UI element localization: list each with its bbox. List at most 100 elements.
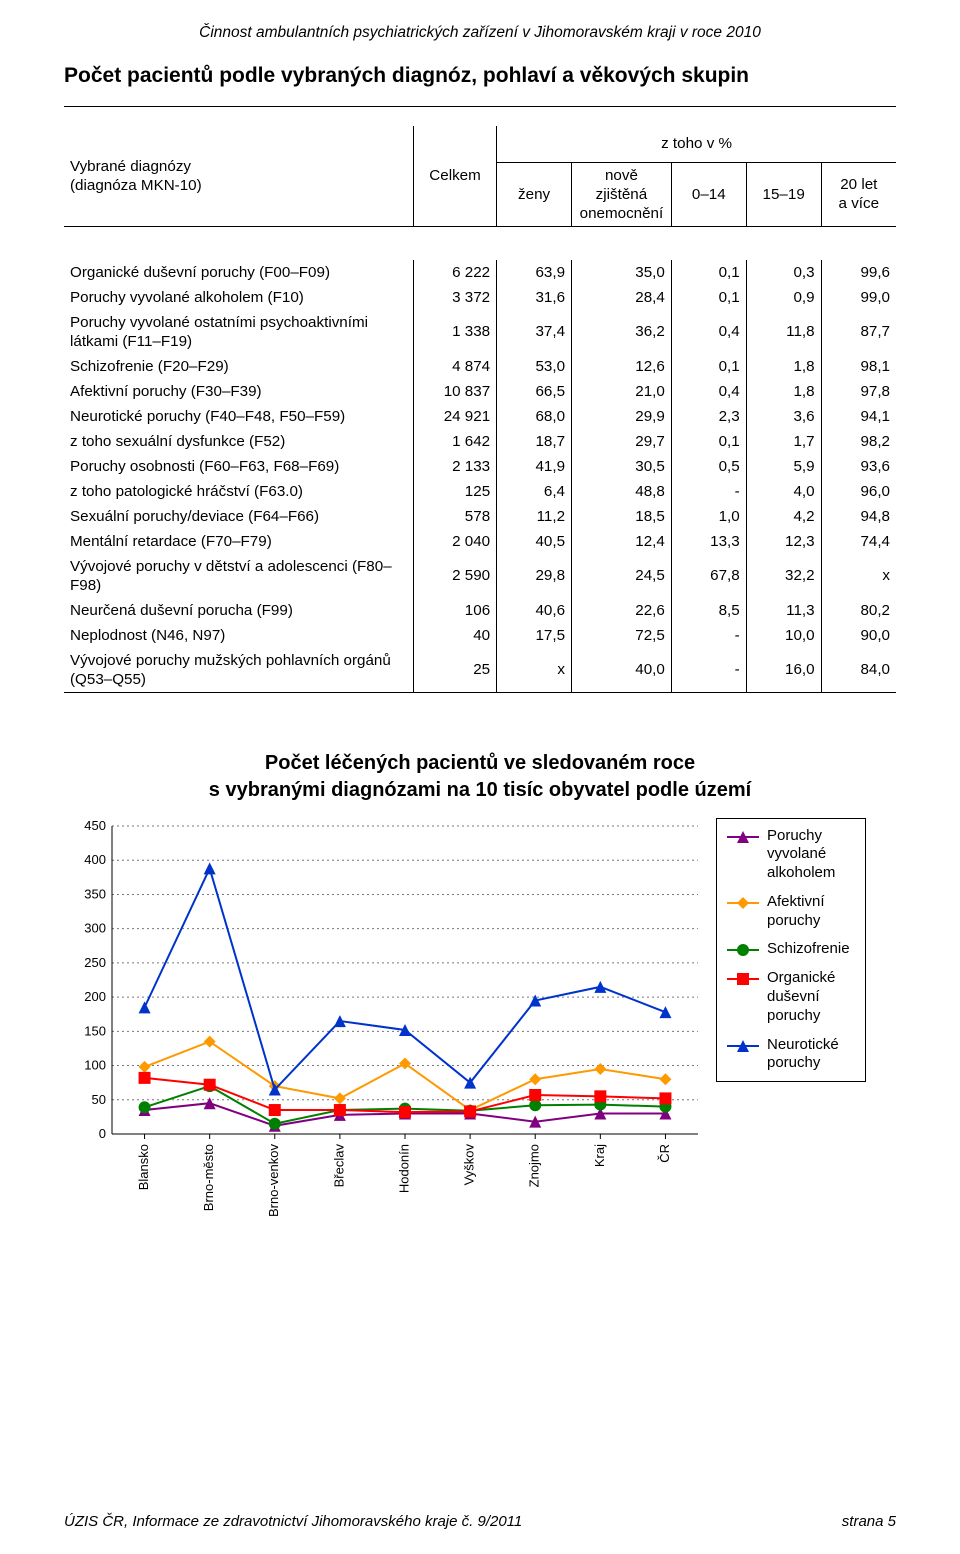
cell: 30,5 [572,454,672,479]
cell: 1,0 [671,504,746,529]
svg-text:Brno-město: Brno-město [201,1144,216,1211]
cell: - [671,479,746,504]
cell: 0,4 [671,379,746,404]
footer-left: ÚZIS ČR, Informace ze zdravotnictví Jiho… [64,1513,522,1530]
cell: 99,0 [821,285,896,310]
legend-item: Organickéduševníporuchy [725,969,855,1025]
table-row: Poruchy vyvolané ostatními psychoaktivní… [64,310,896,354]
cell: 29,9 [572,404,672,429]
cell: 40 [413,623,496,648]
table-row [64,246,896,260]
table-row: Neurotické poruchy (F40–F48, F50–F59)24 … [64,404,896,429]
row-label: Vývojové poruchy v dětství a adolescenci… [64,554,413,598]
cell: 98,1 [821,354,896,379]
cell: 96,0 [821,479,896,504]
svg-text:50: 50 [92,1091,106,1106]
cell: 36,2 [572,310,672,354]
cell: - [671,623,746,648]
col-header-celkem: Celkem [413,126,496,226]
row-label: Poruchy vyvolané alkoholem (F10) [64,285,413,310]
col-header-diag: Vybrané diagnózy(diagnóza MKN-10) [64,126,413,226]
cell: 84,0 [821,648,896,693]
cell: 98,2 [821,429,896,454]
cell: 1,8 [746,379,821,404]
col-header-zeny: ženy [497,162,572,226]
cell: 24,5 [572,554,672,598]
svg-text:100: 100 [84,1057,106,1072]
row-label: Afektivní poruchy (F30–F39) [64,379,413,404]
page-title: Počet pacientů podle vybraných diagnóz, … [64,64,896,88]
cell: 94,1 [821,404,896,429]
legend-item: Poruchyvyvolanéalkoholem [725,827,855,883]
table-row: Schizofrenie (F20–F29)4 87453,012,60,11,… [64,354,896,379]
legend-label: Poruchyvyvolanéalkoholem [767,827,835,883]
table-row: Neplodnost (N46, N97)4017,572,5- 10,090,… [64,623,896,648]
legend-label: Neuroticképoruchy [767,1036,839,1074]
svg-text:ČR: ČR [657,1144,672,1163]
row-label: Poruchy vyvolané ostatními psychoaktivní… [64,310,413,354]
col-header-pct: z toho v % [497,126,896,162]
cell: 40,6 [497,598,572,623]
svg-text:150: 150 [84,1023,106,1038]
legend-item: Afektivníporuchy [725,893,855,931]
legend-label: Organickéduševníporuchy [767,969,835,1025]
row-label: z toho sexuální dysfunkce (F52) [64,429,413,454]
cell: 41,9 [497,454,572,479]
cell: x [821,554,896,598]
cell: 4,0 [746,479,821,504]
svg-text:450: 450 [84,818,106,833]
svg-text:Hodonín: Hodonín [396,1144,411,1193]
cell: 22,6 [572,598,672,623]
col-header-1519: 15–19 [746,162,821,226]
cell: 2 133 [413,454,496,479]
cell: 16,0 [746,648,821,693]
cell: 10,0 [746,623,821,648]
cell: 0,1 [671,285,746,310]
cell: 66,5 [497,379,572,404]
table-row: Afektivní poruchy (F30–F39)10 83766,521,… [64,379,896,404]
svg-text:0: 0 [99,1126,106,1141]
svg-text:Břeclav: Břeclav [331,1143,346,1187]
cell: 24 921 [413,404,496,429]
cell: 11,8 [746,310,821,354]
row-label: Organické duševní poruchy (F00–F09) [64,260,413,285]
cell: 578 [413,504,496,529]
cell: 5,9 [746,454,821,479]
cell: - [671,648,746,693]
cell: 11,3 [746,598,821,623]
cell: 0,9 [746,285,821,310]
cell: 12,3 [746,529,821,554]
svg-text:200: 200 [84,989,106,1004]
running-head: Činnost ambulantních psychiatrických zař… [64,24,896,42]
cell: 12,6 [572,354,672,379]
cell: 17,5 [497,623,572,648]
cell: 32,2 [746,554,821,598]
footer-right: strana 5 [842,1513,896,1530]
svg-text:250: 250 [84,954,106,969]
cell: 94,8 [821,504,896,529]
table-row: Vývojové poruchy mužských pohlavních org… [64,648,896,693]
cell: 67,8 [671,554,746,598]
cell: 10 837 [413,379,496,404]
legend-item: Schizofrenie [725,940,855,959]
legend-item: Neuroticképoruchy [725,1036,855,1074]
cell: 12,4 [572,529,672,554]
cell: 29,7 [572,429,672,454]
cell: 99,6 [821,260,896,285]
table-row: Sexuální poruchy/deviace (F64–F66)57811,… [64,504,896,529]
cell: 4,2 [746,504,821,529]
row-label: z toho patologické hráčství (F63.0) [64,479,413,504]
row-label: Neurčená duševní porucha (F99) [64,598,413,623]
cell: 87,7 [821,310,896,354]
cell: x [497,648,572,693]
cell: 72,5 [572,623,672,648]
cell: 40,5 [497,529,572,554]
cell: 53,0 [497,354,572,379]
table-row [64,226,896,246]
cell: 3,6 [746,404,821,429]
cell: 74,4 [821,529,896,554]
cell: 1 642 [413,429,496,454]
row-label: Neurotické poruchy (F40–F48, F50–F59) [64,404,413,429]
cell: 0,1 [671,429,746,454]
diagnosis-table: Vybrané diagnózy(diagnóza MKN-10)Celkemz… [64,106,896,712]
